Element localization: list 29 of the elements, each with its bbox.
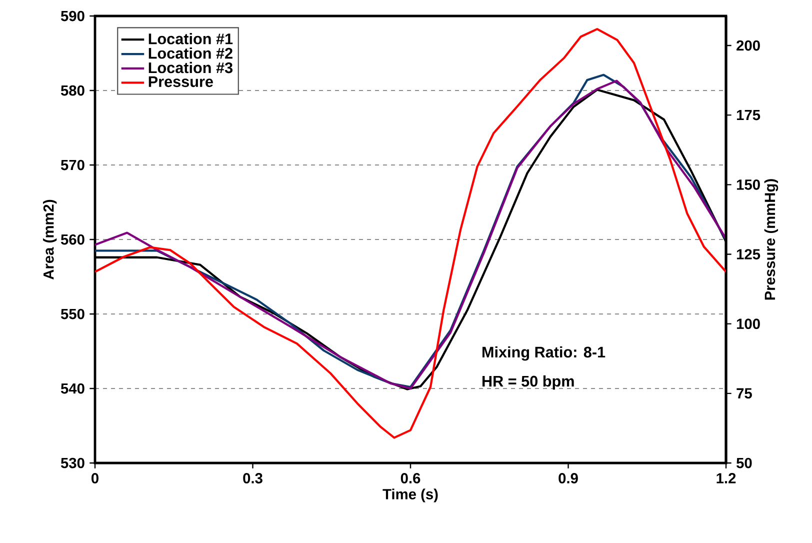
- y-tick-label: 580: [60, 85, 84, 96]
- y2-axis-title: Pressure (mmHg): [764, 179, 778, 300]
- y2-tick-label: 125: [736, 249, 760, 260]
- legend-label: Location #2: [148, 47, 232, 59]
- legend-label: Location #1: [148, 33, 233, 44]
- y-tick-label: 550: [60, 308, 84, 320]
- y-tick-label: 530: [60, 458, 84, 468]
- x-axis-title: Time (s): [382, 488, 438, 502]
- y2-tick-label: 100: [736, 318, 760, 330]
- line-series: [95, 28, 726, 439]
- x-tick-label: 0.3: [243, 473, 262, 484]
- y2-tick-label: 75: [736, 388, 752, 399]
- y2-tick-label: 200: [736, 40, 760, 51]
- y-tick-label: 590: [60, 10, 84, 22]
- annotation: HR = 50 bpm: [482, 375, 574, 390]
- y-tick-label: 570: [60, 160, 84, 170]
- x-tick-label: 0: [92, 473, 98, 484]
- legend-label: Location #3: [148, 62, 232, 74]
- y2-tick-label: 50: [736, 458, 752, 468]
- x-tick-label: 1.2: [716, 473, 736, 484]
- x-tick-label: 0.6: [400, 473, 420, 484]
- y-axis-title: Area (mm2): [43, 200, 57, 280]
- y2-tick-label: 150: [736, 179, 760, 190]
- x-tick-label: 0.9: [558, 473, 578, 484]
- y2-tick-label: 175: [736, 110, 760, 120]
- y-tick-label: 540: [60, 383, 84, 394]
- legend-label: Pressure: [148, 76, 213, 88]
- y-tick-label: 560: [60, 234, 84, 245]
- annotation: Mixing Ratio: 8-1: [482, 346, 606, 361]
